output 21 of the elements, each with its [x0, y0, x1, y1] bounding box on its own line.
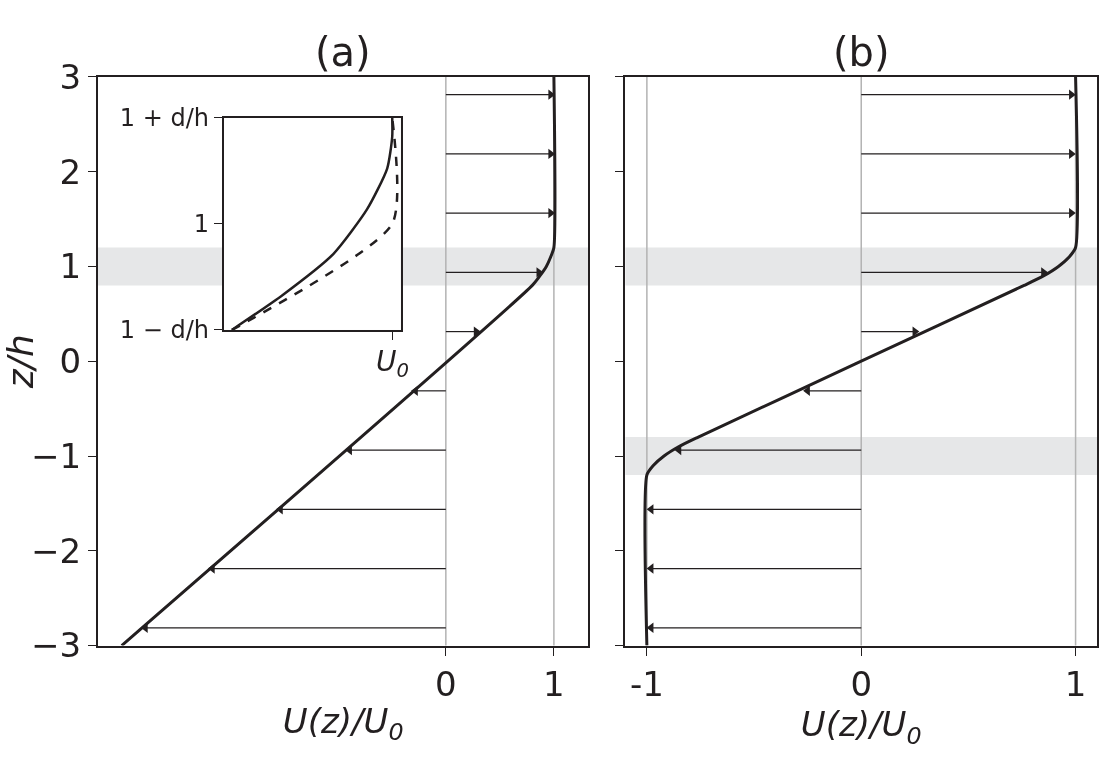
y-tick-label: 1 + d/h	[119, 104, 209, 133]
y-tick-label: 0	[59, 341, 82, 382]
x-axis-title: U(z)/U$_{0}$	[800, 704, 922, 750]
y-tick-label: 1 − d/h	[119, 316, 209, 345]
x-tick-label: 1	[1064, 664, 1087, 705]
x-axis-title: U(z)/U$_{0}$	[282, 701, 404, 747]
y-tick-label: −2	[30, 530, 82, 571]
y-tick-label: 1	[59, 246, 82, 287]
y-tick-label: 1	[193, 210, 209, 239]
y-tick-label: 2	[59, 151, 82, 192]
chart-title: (a)	[315, 29, 371, 75]
y-axis-title: z/h	[0, 334, 41, 390]
x-tick-label: 0	[435, 664, 457, 705]
x-tick-label: 1	[543, 664, 565, 705]
chart-title: (b)	[833, 29, 890, 75]
y-tick-label: −3	[30, 625, 82, 666]
annotation: U$_{0}$	[376, 345, 409, 382]
y-tick-label: 3	[59, 56, 82, 97]
x-tick-label: 0	[850, 664, 873, 705]
y-tick-label: −1	[30, 435, 82, 476]
x-tick-label: -1	[629, 664, 664, 705]
